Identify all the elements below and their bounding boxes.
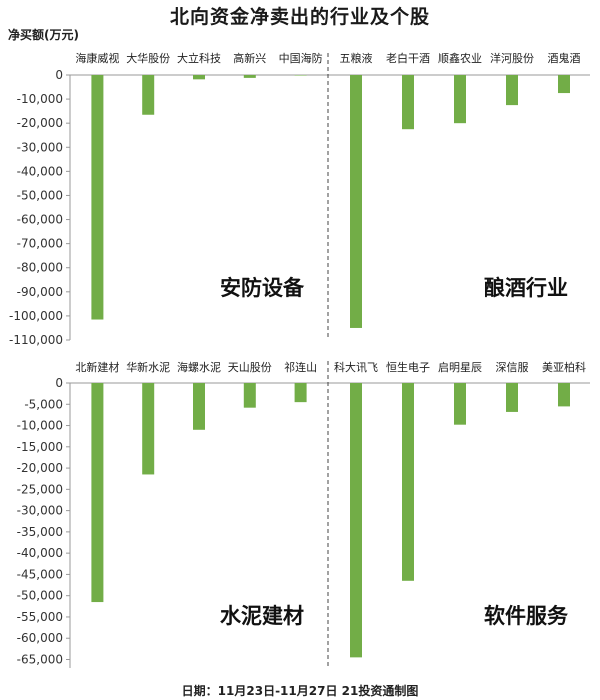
y-tick-label: -20,000 [17,116,63,130]
bar [558,75,570,94]
bar [402,75,414,130]
sector-label: 酿酒行业 [484,276,568,300]
y-tick-label: -70,000 [17,237,63,251]
category-label: 酒鬼酒 [548,51,581,65]
chart-title: 北向资金净卖出的行业及个股 [169,6,430,28]
bar [350,75,362,328]
category-label: 顺鑫农业 [438,51,482,65]
chart-footer: 日期：11月23日-11月27日 21投资通制图 [181,684,419,698]
category-label: 恒生电子 [386,360,430,374]
category-label: 中国海防 [279,51,323,65]
bar [142,383,155,475]
bar [294,383,307,403]
y-tick-label: -40,000 [17,164,63,178]
y-tick-label: -65,000 [17,652,63,666]
y-tick-label: -60,000 [17,213,63,227]
y-tick-label: -30,000 [17,504,63,518]
y-axis-label: 净买额(万元) [8,28,79,42]
bar [243,75,256,78]
category-label: 大华股份 [126,51,170,65]
y-tick-label: -45,000 [17,567,63,581]
sector-label: 水泥建材 [220,604,304,628]
y-tick-label: -10,000 [17,419,63,433]
y-tick-label: -80,000 [17,261,63,275]
bar [506,75,518,106]
bar [350,383,362,658]
category-label: 华新水泥 [126,360,170,374]
bar [243,383,256,408]
bar [193,383,205,430]
sector-label: 安防设备 [220,276,305,300]
bar [454,75,466,124]
sector-label: 软件服务 [484,604,569,628]
y-tick-label: -40,000 [17,546,63,560]
category-label: 海螺水泥 [177,360,221,374]
y-tick-label: -55,000 [17,610,63,624]
bar [91,75,104,320]
bar [402,383,414,581]
category-label: 北新建材 [75,360,119,374]
category-label: 启明星辰 [438,361,482,374]
y-tick-label: -60,000 [17,631,63,645]
y-tick-label: -5,000 [24,397,63,411]
y-tick-label: -90,000 [17,285,63,299]
category-label: 大立科技 [177,51,221,65]
category-label: 天山股份 [228,361,272,374]
y-tick-label: -110,000 [9,333,63,347]
category-label: 高新兴 [233,51,266,65]
bar [91,383,104,603]
category-label: 美亚柏科 [542,360,586,374]
bar [294,75,307,76]
y-tick-label: 0 [55,376,63,390]
y-tick-label: -15,000 [17,440,63,454]
category-label: 科大讯飞 [334,360,378,374]
bar [558,383,570,407]
bar [506,383,518,412]
y-tick-label: -50,000 [17,188,63,202]
y-tick-label: -30,000 [17,140,63,154]
y-tick-label: 0 [55,68,63,82]
category-label: 深信服 [496,361,529,374]
bar [193,75,205,80]
category-label: 洋河股份 [490,51,534,65]
y-tick-label: -10,000 [17,92,63,106]
category-label: 老白干酒 [386,51,430,65]
category-label: 祁连山 [284,360,317,374]
y-tick-label: -25,000 [17,482,63,496]
category-label: 五粮液 [340,51,373,65]
category-label: 海康威视 [75,51,119,65]
y-tick-label: -50,000 [17,589,63,603]
y-tick-label: -20,000 [17,461,63,475]
y-tick-label: -35,000 [17,525,63,539]
y-tick-label: -100,000 [9,309,63,323]
bar [454,383,466,425]
bar [142,75,155,115]
